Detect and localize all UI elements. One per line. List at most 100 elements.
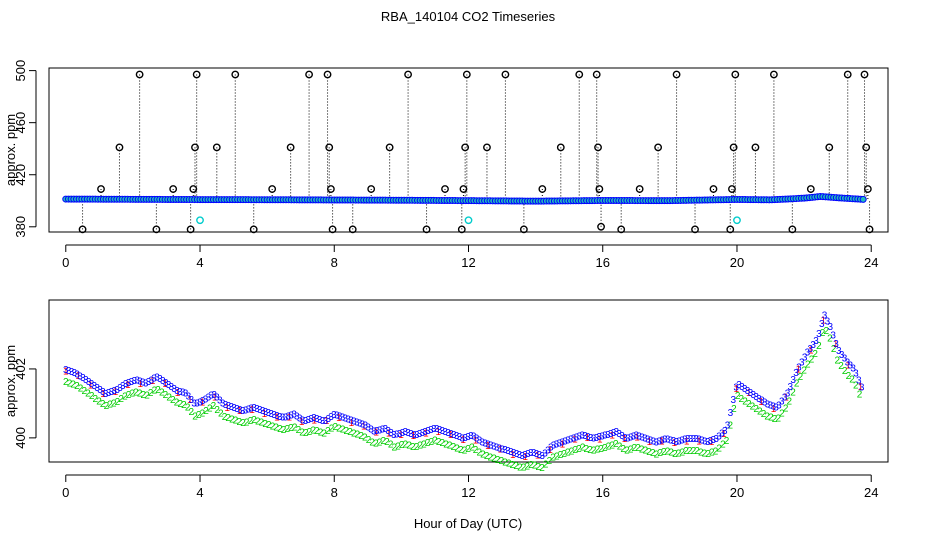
bottom-y-axis-label: approx. ppm (3, 345, 18, 417)
series-2-marker: 2 (613, 439, 619, 450)
series-2-marker: 2 (775, 414, 781, 425)
series-3-marker: 3 (608, 429, 614, 440)
series-2-marker: 2 (536, 462, 542, 473)
series-2-marker: 2 (506, 459, 512, 470)
series-2-marker: 2 (89, 391, 95, 402)
top-y-tick-label: 500 (13, 60, 28, 82)
flagged-point (843, 70, 852, 79)
series-3-marker: 3 (180, 388, 186, 399)
series-1-marker: 1 (125, 380, 131, 391)
series-2-marker: 2 (657, 448, 663, 459)
series-3-marker: 3 (685, 434, 691, 445)
series-3-marker: 3 (796, 362, 802, 373)
series-2-marker: 2 (761, 409, 767, 420)
series-3-marker: 3 (417, 429, 423, 440)
series-3-marker: 3 (505, 446, 511, 457)
series-2-marker: 2 (373, 439, 379, 450)
series-2-marker: 2 (499, 456, 505, 467)
series-3-marker: 3 (126, 378, 132, 389)
series-3-marker: 3 (559, 437, 565, 448)
series-3-marker: 3 (830, 330, 836, 341)
series-3-marker: 3 (696, 435, 702, 446)
series-2-marker: 2 (307, 427, 313, 438)
series-3-marker: 3 (605, 430, 611, 441)
series-2-marker: 2 (399, 440, 405, 451)
series-1-marker: 1 (783, 392, 789, 403)
series-1-marker: 1 (460, 435, 466, 446)
series-3-marker: 3 (799, 357, 805, 368)
series-2-marker: 2 (853, 380, 859, 391)
series-2-marker: 2 (491, 454, 497, 465)
series-2-marker: 2 (609, 440, 615, 451)
series-2-marker: 2 (543, 460, 549, 471)
series-3-marker: 3 (351, 416, 357, 427)
series-2-marker: 2 (787, 396, 793, 407)
series-3-marker: 3 (733, 382, 739, 393)
series-2-marker: 2 (727, 421, 733, 432)
series-3-marker: 3 (534, 449, 540, 460)
series-2-marker: 2 (141, 390, 147, 401)
series-2-marker: 2 (587, 445, 593, 456)
series-3-marker: 3 (850, 364, 856, 375)
flagged-point (457, 225, 466, 234)
series-2-marker: 2 (248, 416, 254, 427)
series-3-marker: 3 (280, 413, 286, 424)
series-1-marker: 1 (249, 405, 255, 416)
series-3-marker: 3 (69, 367, 75, 378)
series-3-marker: 3 (388, 428, 394, 439)
series-3-marker: 3 (303, 416, 309, 427)
series-3-marker: 3 (231, 403, 237, 414)
series-3-marker: 3 (422, 427, 428, 438)
series-3-marker: 3 (525, 449, 531, 460)
series-2-marker: 2 (299, 427, 305, 438)
series-3-marker: 3 (474, 434, 480, 445)
series-3-marker: 3 (397, 429, 403, 440)
series-3-marker: 3 (257, 405, 263, 416)
series-1-marker: 1 (212, 392, 218, 403)
series-1-marker: 1 (150, 376, 156, 387)
series-3-marker: 3 (260, 406, 266, 417)
series-2-marker: 2 (665, 446, 671, 457)
series-3-marker: 3 (226, 401, 232, 412)
series-2-marker: 2 (203, 406, 209, 417)
series-2-marker: 2 (532, 461, 538, 472)
series-2-marker: 2 (177, 399, 183, 410)
series-1-marker: 1 (634, 433, 640, 444)
series-3-marker: 3 (385, 426, 391, 437)
series-3-marker: 3 (485, 439, 491, 450)
series-2-marker: 2 (539, 463, 545, 474)
flagged-point (323, 70, 332, 79)
series-3-marker: 3 (66, 366, 72, 377)
series-2-marker: 2 (189, 407, 195, 418)
series-2-marker: 2 (816, 341, 822, 352)
series-3-marker: 3 (625, 433, 631, 444)
series-3-marker: 3 (711, 435, 717, 446)
series-1-marker: 1 (274, 412, 280, 423)
series-2-marker: 2 (805, 359, 811, 370)
flagged-point (691, 225, 699, 234)
series-3-marker: 3 (479, 437, 485, 448)
series-3-marker: 3 (539, 451, 545, 462)
series-3-marker: 3 (847, 361, 853, 372)
flagged-point (595, 185, 604, 193)
series-3-marker: 3 (203, 394, 209, 405)
series-2-marker: 2 (632, 443, 638, 454)
series-3-marker: 3 (109, 387, 115, 398)
series-1-marker: 1 (746, 388, 752, 399)
series-2-marker: 2 (111, 398, 117, 409)
series-2-marker: 2 (757, 406, 763, 417)
series-3-marker: 3 (308, 414, 314, 425)
series-3-marker: 3 (288, 411, 294, 422)
series-2-marker: 2 (152, 385, 158, 396)
series-3-marker: 3 (234, 404, 240, 415)
series-3-marker: 3 (648, 435, 654, 446)
series-2-marker: 2 (547, 456, 553, 467)
series-3-marker: 3 (531, 448, 537, 459)
series-2-marker: 2 (724, 436, 730, 447)
series-1-marker: 1 (485, 441, 491, 452)
flagged-point (862, 143, 871, 152)
series-2-marker: 2 (731, 404, 737, 415)
series-3-marker: 3 (325, 414, 331, 425)
series-1-marker: 1 (448, 430, 454, 441)
series-3-marker: 3 (131, 376, 137, 387)
